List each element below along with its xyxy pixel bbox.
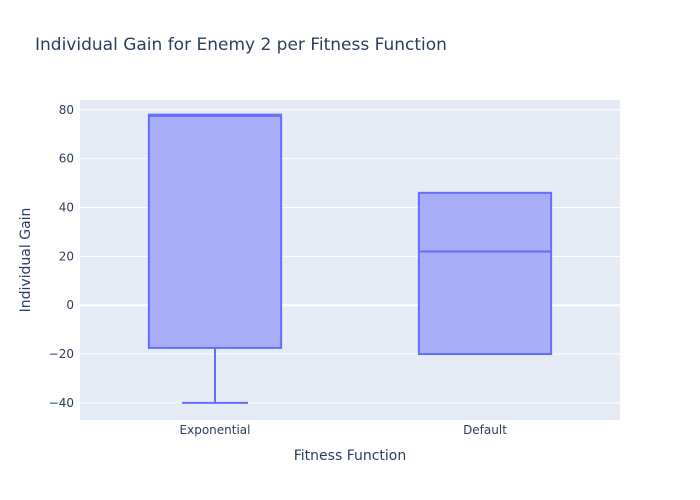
y-tick-label: 0 <box>66 298 74 312</box>
y-tick-label: 20 <box>59 249 74 263</box>
y-tick-labels: −40 −20 0 20 40 60 80 <box>49 103 74 410</box>
iqr-box <box>417 191 553 356</box>
y-axis-title: Individual Gain <box>18 208 34 313</box>
box-default <box>417 191 553 356</box>
y-tick-label: −20 <box>49 347 74 361</box>
box-exponential <box>147 113 283 404</box>
x-tick-label: Default <box>463 423 507 437</box>
x-tick-label: Exponential <box>180 423 251 437</box>
chart-title: Individual Gain for Enemy 2 per Fitness … <box>35 35 447 55</box>
y-tick-label: 40 <box>59 200 74 214</box>
boxes <box>147 113 553 404</box>
y-tick-label: −40 <box>49 396 74 410</box>
y-tick-label: 80 <box>59 103 74 117</box>
x-tick-labels: Exponential Default <box>180 423 508 437</box>
iqr-box <box>147 113 283 349</box>
x-axis-title: Fitness Function <box>294 448 407 464</box>
y-tick-label: 60 <box>59 152 74 166</box>
